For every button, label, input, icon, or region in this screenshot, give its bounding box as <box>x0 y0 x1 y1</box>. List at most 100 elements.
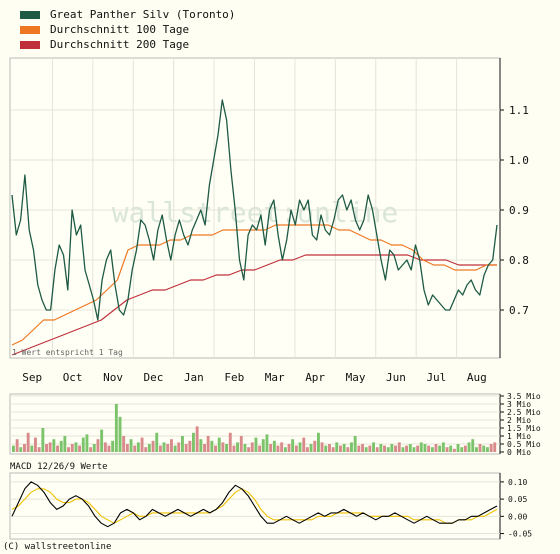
volume-bar <box>269 444 273 452</box>
volume-bar <box>445 447 449 452</box>
volume-bar <box>258 445 262 452</box>
volume-bar <box>397 442 401 452</box>
volume-bar <box>361 444 364 452</box>
volume-tick-label: 1.5 Mio <box>507 424 541 433</box>
month-label: Nov <box>103 371 123 384</box>
month-label: Aug <box>467 371 487 384</box>
price-note: 1 Wert entspricht 1 Tag <box>12 348 123 357</box>
macd-tick-label: 0.00 <box>508 512 527 521</box>
volume-bar <box>85 434 89 452</box>
volume-tick-label: 2.5 Mio <box>507 408 541 417</box>
volume-bar <box>45 444 48 452</box>
legend-item-price[interactable]: Great Panther Silv (Toronto) <box>20 7 235 22</box>
volume-bar <box>203 444 206 452</box>
ma100-line <box>11 224 497 346</box>
legend-item-ma200[interactable]: Durchschnitt 200 Tage <box>20 37 235 52</box>
month-label: Apr <box>305 371 325 384</box>
volume-bar <box>162 442 166 452</box>
volume-bar <box>30 445 34 452</box>
volume-bar <box>375 447 379 452</box>
macd-axis-ticks: -0.05 0.00 0.05 0.10 <box>500 478 532 539</box>
volume-bar <box>118 416 122 452</box>
legend-label-ma200: Durchschnitt 200 Tage <box>50 38 190 51</box>
volume-bar <box>467 442 471 452</box>
copyright-footer: (C) wallstreetonline <box>3 542 112 552</box>
volume-bar <box>405 445 408 452</box>
volume-bar <box>434 444 438 452</box>
volume-bar <box>129 439 133 452</box>
volume-bar <box>188 440 192 452</box>
volume-bar <box>228 432 232 452</box>
volume-bar <box>96 439 100 452</box>
volume-tick-label: 3 Mio <box>507 400 531 409</box>
volume-bar <box>353 436 357 452</box>
volume-bar <box>441 442 445 452</box>
volume-bar <box>100 429 104 452</box>
volume-bar <box>294 445 298 452</box>
volume-bar <box>419 442 423 452</box>
month-label: May <box>346 371 366 384</box>
volume-bar <box>302 437 306 452</box>
volume-bar <box>247 447 251 452</box>
volume-bar <box>107 445 111 452</box>
volume-bar <box>195 426 199 452</box>
volume-bar <box>250 442 254 452</box>
volume-bar <box>471 439 475 452</box>
volume-bar <box>452 448 456 452</box>
macd-signal-line <box>11 488 498 524</box>
volume-bar <box>221 442 225 452</box>
volume-bar <box>394 445 397 452</box>
volume-bar <box>331 447 335 452</box>
volume-bar <box>486 447 489 452</box>
legend-swatch-price <box>20 10 40 19</box>
volume-bar <box>339 445 342 452</box>
volume-tick-label: 0 Mio <box>507 448 531 457</box>
price-tick-label: 1.0 <box>509 154 529 167</box>
volume-bar <box>214 445 217 452</box>
volume-bar <box>217 437 221 452</box>
volume-bar <box>438 445 442 452</box>
month-label: Jul <box>426 371 446 384</box>
volume-bar <box>324 445 328 452</box>
volume-bar <box>92 444 96 452</box>
macd-line <box>11 481 498 528</box>
volume-bar <box>59 440 63 452</box>
volume-bar <box>416 445 420 452</box>
volume-bar <box>335 442 339 452</box>
volume-bar <box>70 444 74 452</box>
legend-swatch-ma100 <box>20 25 40 34</box>
volume-bar <box>280 442 284 452</box>
month-label: Jan <box>184 371 204 384</box>
volume-bar <box>272 440 276 452</box>
volume-bar <box>56 445 59 452</box>
volume-bar <box>346 447 350 452</box>
volume-bar <box>114 404 118 452</box>
volume-bar <box>133 445 137 452</box>
volume-bar <box>89 447 93 452</box>
month-label: Oct <box>63 371 83 384</box>
volume-bar <box>37 447 41 452</box>
volume-bar <box>181 436 184 452</box>
volume-bar <box>383 445 386 452</box>
volume-bar <box>34 437 37 452</box>
volume-bar <box>401 447 405 452</box>
volume-bar <box>52 439 56 452</box>
volume-bar <box>265 434 269 452</box>
volume-bar <box>328 444 331 452</box>
volume-bar <box>151 440 155 452</box>
volume-bar <box>210 440 214 452</box>
month-label: Feb <box>224 371 244 384</box>
volume-bar <box>155 432 159 452</box>
legend-swatch-ma200 <box>20 40 40 49</box>
volume-bar <box>206 436 210 452</box>
price-lines <box>11 99 498 356</box>
volume-bar <box>125 444 129 452</box>
volume-bar <box>317 432 320 452</box>
volume-tick-label: 1 Mio <box>507 432 531 441</box>
volume-tick-label: 0.5 Mio <box>507 440 541 449</box>
legend-item-ma100[interactable]: Durchschnitt 100 Tage <box>20 22 235 37</box>
volume-bar <box>283 447 287 452</box>
month-label: Mar <box>265 371 285 384</box>
volume-bar <box>430 447 434 452</box>
